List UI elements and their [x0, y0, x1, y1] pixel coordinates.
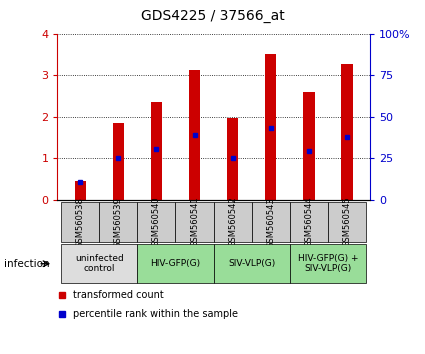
Text: HIV-GFP(G): HIV-GFP(G) — [150, 259, 201, 268]
Text: GSM560544: GSM560544 — [304, 197, 313, 247]
Text: GSM560539: GSM560539 — [114, 197, 123, 247]
Bar — [290, 244, 366, 283]
Bar — [214, 244, 290, 283]
Text: GSM560545: GSM560545 — [343, 197, 351, 247]
Text: HIV-GFP(G) +
SIV-VLP(G): HIV-GFP(G) + SIV-VLP(G) — [298, 254, 358, 273]
Bar — [61, 202, 99, 242]
Bar — [328, 202, 366, 242]
Text: SIV-VLP(G): SIV-VLP(G) — [228, 259, 275, 268]
Text: GSM560540: GSM560540 — [152, 197, 161, 247]
Bar — [341, 64, 353, 200]
Bar — [227, 118, 238, 200]
Bar — [151, 102, 162, 200]
Bar — [290, 202, 328, 242]
Text: transformed count: transformed count — [73, 290, 164, 301]
Bar — [252, 202, 290, 242]
Bar — [74, 181, 86, 200]
Bar — [265, 53, 276, 200]
Text: GSM560543: GSM560543 — [266, 197, 275, 247]
Text: GSM560541: GSM560541 — [190, 197, 199, 247]
Bar — [137, 244, 214, 283]
Text: infection: infection — [4, 259, 50, 269]
Bar — [61, 244, 137, 283]
Bar — [189, 70, 200, 200]
Text: GSM560538: GSM560538 — [76, 197, 85, 247]
Bar — [214, 202, 252, 242]
Bar — [176, 202, 214, 242]
Bar — [99, 202, 137, 242]
Bar — [113, 123, 124, 200]
Text: percentile rank within the sample: percentile rank within the sample — [73, 309, 238, 319]
Text: uninfected
control: uninfected control — [75, 254, 124, 273]
Text: GSM560542: GSM560542 — [228, 197, 237, 247]
Bar — [303, 92, 314, 200]
Bar — [137, 202, 176, 242]
Text: GDS4225 / 37566_at: GDS4225 / 37566_at — [141, 9, 284, 23]
